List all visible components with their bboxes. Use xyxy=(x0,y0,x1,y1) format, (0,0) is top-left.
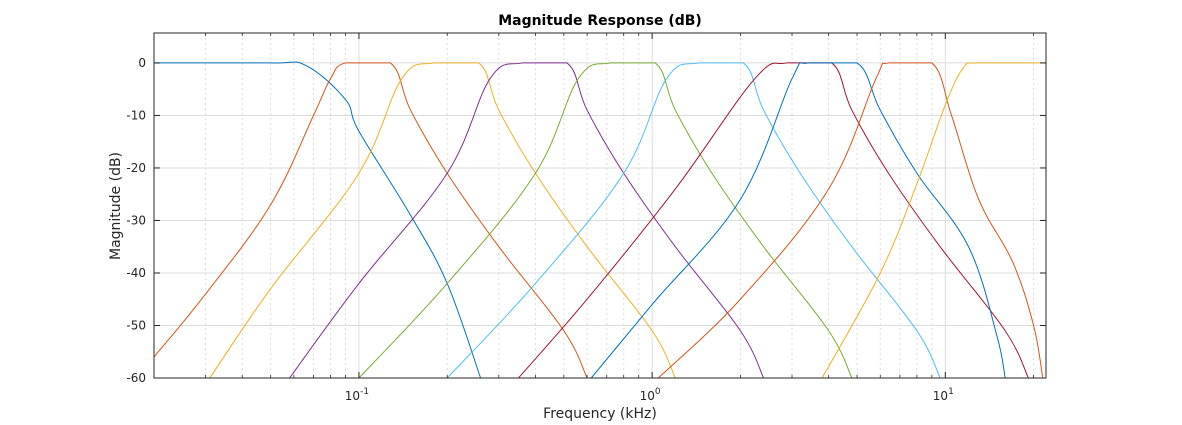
y-tick-label: -10 xyxy=(126,108,146,122)
plot-area xyxy=(154,61,1046,378)
x-tick-label: 100 xyxy=(640,387,661,403)
y-axis-label: Magnitude (dB) xyxy=(108,152,124,260)
x-tick-label: 10-1 xyxy=(345,387,369,403)
y-tick-label: -50 xyxy=(126,318,146,332)
axes: 10-1 100 101 0 -10 -20 -30 -40 -50 -60 xyxy=(126,32,1047,403)
chart-title: Magnitude Response (dB) xyxy=(498,13,702,29)
y-tick-label: 0 xyxy=(138,56,146,70)
y-tick-label: -60 xyxy=(126,371,146,385)
axes-box xyxy=(153,32,1047,379)
series-line-8 xyxy=(590,62,1006,378)
x-tick-label: 101 xyxy=(933,387,954,403)
series-line-6 xyxy=(446,62,941,378)
y-tick-label: -40 xyxy=(126,266,146,280)
y-tick-label: -20 xyxy=(126,161,146,175)
series-line-10 xyxy=(821,62,1046,378)
y-tick-label: -30 xyxy=(126,213,146,227)
series-line-9 xyxy=(657,62,1044,378)
series-line-3 xyxy=(209,62,676,378)
x-axis-label: Frequency (kHz) xyxy=(543,406,657,422)
series-line-4 xyxy=(289,62,765,378)
series-line-2 xyxy=(154,62,588,378)
series-line-5 xyxy=(358,62,853,378)
